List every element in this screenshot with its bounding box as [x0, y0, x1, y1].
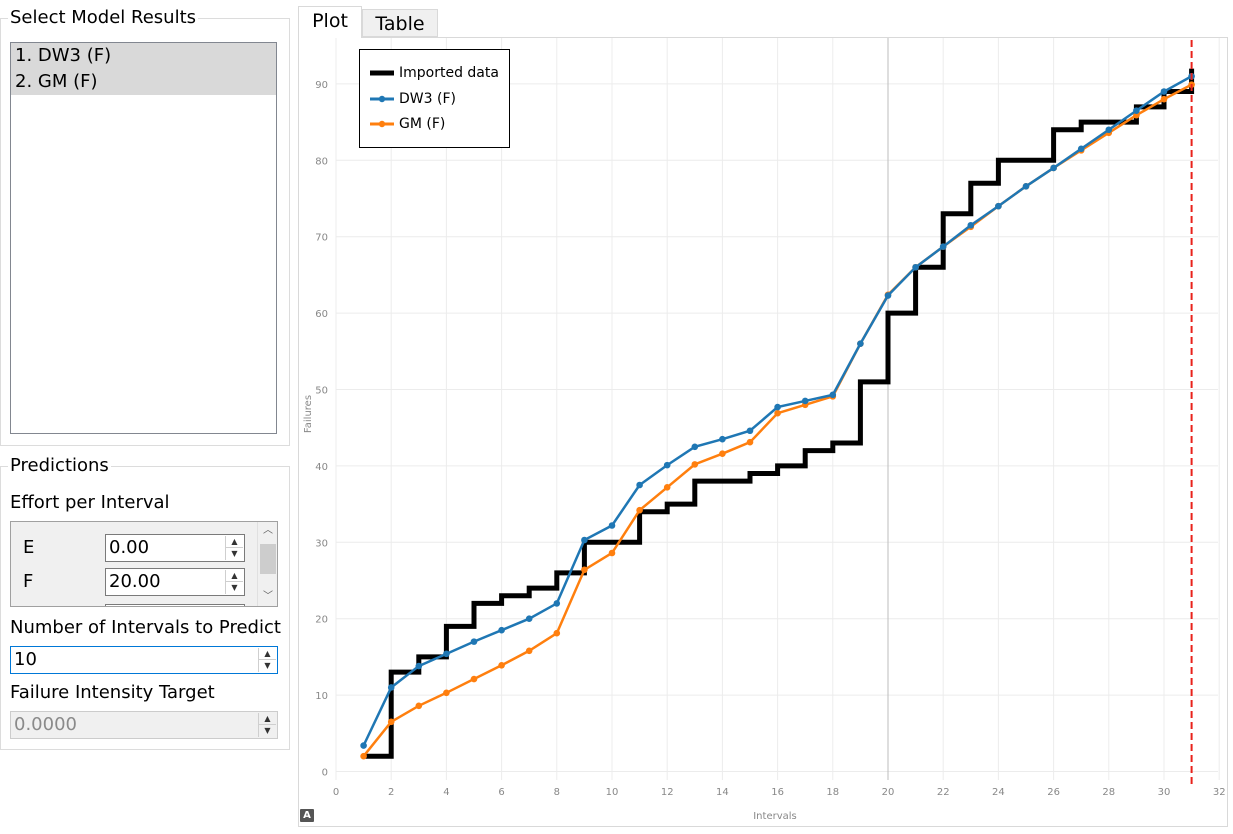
effort-next-spinbox[interactable]	[105, 604, 245, 606]
effort-row-f: F 20.00 ▲ ▼	[11, 567, 257, 597]
tab-table[interactable]: Table	[362, 9, 438, 37]
spin-up-icon[interactable]: ▲	[259, 648, 276, 660]
scroll-down-icon[interactable]: ﹀	[263, 591, 273, 602]
spin-down-icon[interactable]: ▼	[231, 549, 238, 558]
num-intervals-spinbox[interactable]: 10 ▲ ▼	[10, 646, 278, 674]
legend-swatch-imported	[370, 70, 394, 76]
failure-intensity-target-spinbox: 0.0000 ▲ ▼	[10, 711, 278, 739]
legend-item-gm: GM (F)	[360, 113, 511, 137]
legend-label: DW3 (F)	[399, 91, 456, 107]
num-intervals-stepper[interactable]: ▲ ▼	[258, 648, 276, 672]
effort-row-name: F	[23, 571, 34, 592]
model-item-gm[interactable]: 2. GM (F)	[11, 69, 276, 95]
num-intervals-value[interactable]: 10	[14, 649, 37, 670]
model-results-list[interactable]: 1. DW3 (F) 2. GM (F)	[10, 42, 277, 434]
legend-label: GM (F)	[399, 116, 446, 132]
tab-plot[interactable]: Plot	[298, 6, 362, 38]
plot-tab-panel	[298, 37, 1228, 827]
legend-item-imported: Imported data	[360, 62, 511, 86]
effort-f-value[interactable]: 20.00	[109, 571, 161, 592]
effort-e-stepper[interactable]: ▲ ▼	[225, 536, 243, 560]
effort-f-stepper[interactable]: ▲ ▼	[225, 570, 243, 594]
spin-up-icon[interactable]: ▲	[226, 536, 243, 548]
chart-legend: Imported data DW3 (F) GM (F)	[359, 49, 510, 148]
failure-intensity-target-value: 0.0000	[14, 714, 77, 735]
autoscale-icon[interactable]: A	[300, 809, 314, 822]
spin-up-icon: ▲	[259, 713, 276, 725]
effort-per-interval-label: Effort per Interval	[10, 492, 170, 513]
num-intervals-label: Number of Intervals to Predict	[10, 617, 281, 638]
legend-swatch-dw3	[370, 95, 394, 103]
failure-intensity-target-label: Failure Intensity Target	[10, 682, 215, 703]
legend-label: Imported data	[399, 65, 499, 81]
scroll-thumb[interactable]	[260, 544, 276, 574]
legend-item-dw3: DW3 (F)	[360, 88, 511, 112]
effort-f-spinbox[interactable]: 20.00 ▲ ▼	[105, 568, 245, 596]
failure-intensity-target-stepper: ▲ ▼	[258, 713, 276, 737]
effort-scrollbar[interactable]: ︿ ﹀	[257, 522, 277, 606]
model-results-title: Select Model Results	[8, 7, 199, 29]
effort-row-e: E 0.00 ▲ ▼	[11, 533, 257, 563]
legend-swatch-gm	[370, 120, 394, 128]
spin-down-icon: ▼	[264, 726, 271, 735]
effort-e-spinbox[interactable]: 0.00 ▲ ▼	[105, 534, 245, 562]
model-item-dw3[interactable]: 1. DW3 (F)	[11, 43, 276, 69]
effort-row-name: E	[23, 537, 35, 558]
effort-table: E 0.00 ▲ ▼ F 20.00 ▲ ▼ ︿ ﹀	[10, 521, 278, 607]
spin-down-icon[interactable]: ▼	[264, 661, 271, 670]
effort-e-value[interactable]: 0.00	[109, 537, 150, 558]
spin-down-icon[interactable]: ▼	[231, 583, 238, 592]
spin-up-icon[interactable]: ▲	[226, 570, 243, 582]
predictions-group	[0, 466, 290, 750]
scroll-up-icon[interactable]: ︿	[263, 525, 273, 536]
predictions-title: Predictions	[8, 455, 111, 477]
